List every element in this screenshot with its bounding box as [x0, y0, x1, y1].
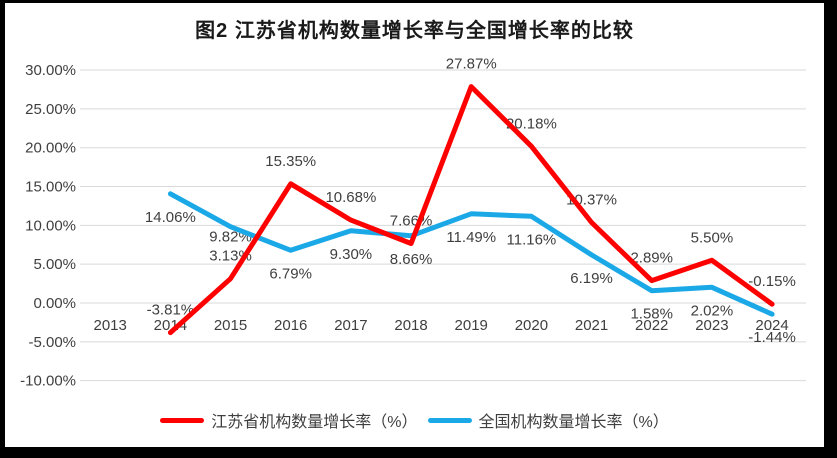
x-axis-tick-label: 2024: [755, 317, 788, 334]
y-axis-tick-label: 25.00%: [25, 101, 76, 118]
y-axis-tick-label: 20.00%: [25, 140, 76, 157]
data-label: 11.49%: [446, 229, 496, 246]
series-line: [167, 84, 775, 336]
y-axis-tick-label: -5.00%: [28, 334, 76, 351]
data-label: -3.81%: [147, 302, 195, 319]
x-axis-tick-label: 2018: [394, 317, 427, 334]
x-axis-tick-label: 2019: [455, 317, 488, 334]
x-axis-tick-label: 2020: [515, 317, 548, 334]
legend-label-jiangsu: 江苏省机构数量增长率（%）: [211, 414, 418, 431]
x-axis-tick-label: 2014: [154, 317, 187, 334]
data-label: -1.44%: [748, 329, 796, 346]
data-label: 9.30%: [330, 246, 373, 263]
data-label: 5.50%: [691, 229, 734, 246]
x-axis-tick-label: 2017: [334, 317, 367, 334]
data-label: 10.68%: [325, 189, 376, 206]
chart-legend: 江苏省机构数量增长率（%） 全国机构数量增长率（%）: [5, 408, 824, 432]
data-label: 15.35%: [265, 153, 316, 170]
data-label: 8.66%: [390, 251, 433, 268]
data-label: -0.15%: [748, 273, 796, 290]
y-axis-tick-label: 30.00%: [25, 62, 76, 79]
chart-title: 图2 江苏省机构数量增长率与全国增长率的比较: [195, 20, 634, 42]
legend-swatch-national-icon: [427, 417, 472, 423]
legend-label-national: 全国机构数量增长率（%）: [478, 414, 669, 431]
data-label: 1.58%: [630, 306, 673, 323]
y-axis-tick-label: 0.00%: [33, 295, 76, 312]
legend-item-national: 全国机构数量增长率（%）: [427, 408, 669, 432]
data-label: 6.19%: [570, 270, 613, 287]
x-axis-tick-label: 2015: [214, 317, 247, 334]
data-label: 14.06%: [145, 209, 196, 226]
data-label: 27.87%: [446, 56, 497, 73]
x-axis-tick-label: 2016: [274, 317, 307, 334]
y-axis-tick-label: 15.00%: [25, 179, 76, 196]
data-label: 11.16%: [507, 231, 557, 248]
y-axis-tick-label: 10.00%: [25, 217, 76, 234]
data-label: 20.18%: [506, 115, 557, 132]
data-label: 2.89%: [630, 250, 673, 267]
y-axis-tick-label: 5.00%: [33, 256, 76, 273]
legend-swatch-jiangsu-icon: [160, 417, 205, 423]
series-line: [167, 191, 775, 317]
y-axis-tick-label: -10.00%: [20, 373, 76, 390]
data-label: 6.79%: [269, 265, 312, 282]
x-axis-tick-label: 2013: [94, 317, 127, 334]
legend-item-jiangsu: 江苏省机构数量增长率（%）: [160, 408, 418, 432]
data-label: 7.66%: [390, 213, 433, 230]
x-axis-tick-label: 2023: [695, 317, 728, 334]
x-axis-tick-label: 2021: [575, 317, 608, 334]
x-axis-tick-label: 2022: [635, 317, 668, 334]
data-label: 2.02%: [691, 302, 734, 319]
